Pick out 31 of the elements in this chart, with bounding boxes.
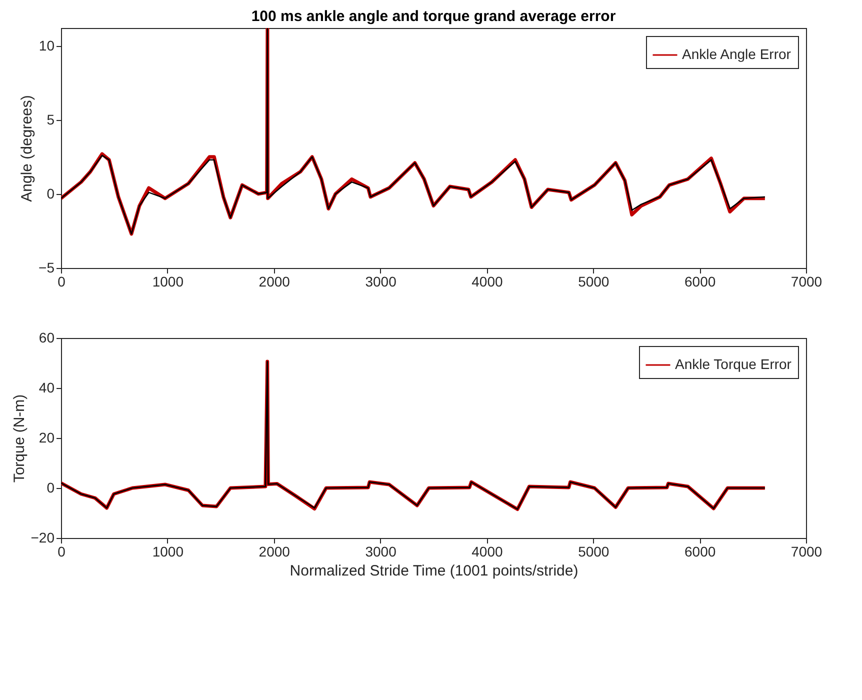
x-tick-label: 1000 (152, 544, 184, 560)
x-tick-label: 3000 (365, 274, 397, 290)
x-tick-label: 7000 (790, 274, 822, 290)
y-tick-label: 5 (46, 111, 55, 128)
x-tick-label: 0 (58, 274, 66, 290)
x-tick-label: 5000 (578, 274, 610, 290)
x-tick-label: 2000 (258, 274, 290, 290)
x-tick-label: 2000 (258, 544, 290, 560)
x-tick-label: 0 (58, 544, 66, 560)
y-tick-label: 10 (38, 37, 55, 54)
x-tick-label: 4000 (472, 544, 503, 560)
x-tick-label: 7000 (790, 544, 822, 560)
x-tick-label: 1000 (152, 274, 184, 290)
y-axis-title: Angle (degrees) (18, 95, 36, 202)
y-axis-title: Torque (N-m) (10, 394, 28, 483)
x-tick-label: 5000 (578, 544, 610, 560)
x-tick-label: 6000 (684, 274, 716, 290)
y-tick-label: 0 (46, 480, 55, 496)
x-tick-label: 6000 (684, 544, 716, 560)
x-tick-label: 3000 (365, 544, 397, 560)
y-tick-label: 40 (38, 380, 55, 396)
legend-label: Ankle Angle Error (682, 46, 792, 62)
x-tick-label: 4000 (472, 274, 503, 290)
y-tick-label: −20 (30, 530, 55, 546)
legend-label: Ankle Torque Error (675, 356, 792, 372)
y-tick-label: 20 (38, 430, 55, 446)
y-tick-label: −5 (38, 260, 55, 276)
x-axis-title: Normalized Stride Time (1001 points/stride) (290, 562, 578, 580)
y-tick-label: 0 (46, 185, 55, 202)
chart-title: 100 ms ankle angle and torque grand average error (251, 8, 616, 25)
y-tick-label: 60 (38, 330, 55, 346)
